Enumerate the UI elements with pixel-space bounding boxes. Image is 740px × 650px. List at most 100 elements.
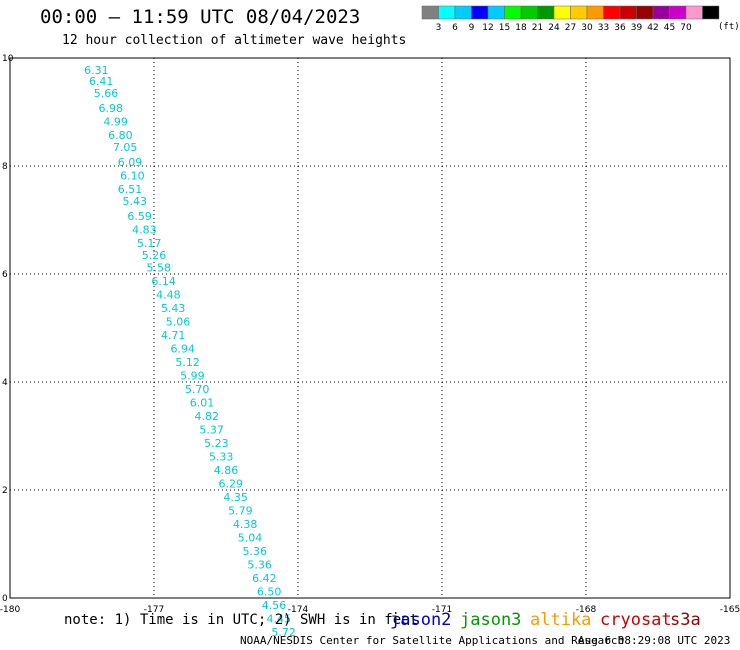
data-point-label: 6.41 [89,75,114,88]
legend-swatch [636,5,654,20]
legend-label: 70 [680,23,692,33]
legend-color-bar: 3 6 9 12 15 18 21 24 27 30 33 36 39 42 45 70 [421,5,720,33]
legend-swatch [421,5,439,20]
satellite-altika: altika [530,610,592,630]
data-point-label: 6.51 [118,183,143,196]
data-point-label: 6.01 [190,396,215,409]
legend-swatch [553,5,571,20]
data-point-label: 7.05 [113,141,138,154]
data-point-label: 6.50 [257,585,282,598]
data-point-label: 4.82 [195,410,220,423]
satellite-jason2: jason2 [390,610,452,630]
legend-swatch [702,5,720,20]
x-tick-label: -174 [288,605,309,615]
legend-swatch [603,5,621,20]
data-point-label: 5.66 [94,87,119,100]
legend-label: 9 [469,23,475,33]
data-point-label: 4.99 [103,116,128,129]
data-point-label: 6.29 [219,477,244,490]
x-tick-label: -177 [144,605,164,615]
legend-label: 6 [452,23,458,33]
chart-frame [9,57,731,599]
chart-title: 00:00 – 11:59 UTC 08/04/2023 [40,6,361,28]
data-point-label: 6.59 [127,210,152,223]
data-point-label: 5.06 [166,315,191,328]
legend-unit: (ft) [718,22,740,32]
chart-subtitle: 12 hour collection of altimeter wave hei… [62,33,407,48]
legend-swatch [570,5,588,20]
data-point-label: 6.09 [118,156,143,169]
data-point-label: 6.80 [108,129,133,142]
data-point-label: 4.35 [223,491,248,504]
legend-swatch [652,5,670,20]
legend-swatch [586,5,604,20]
footer-credit: NOAA/NESDIS Center for Satellite Applica… [240,634,625,647]
data-point-label: 4.45 [267,612,292,625]
x-tick-label: -165 [720,605,740,615]
satellite-s3a: s3a [670,610,701,630]
x-tick-label: -171 [432,605,452,615]
y-tick-label: 4 [2,378,8,388]
legend-label: 36 [614,23,626,33]
satellite-jason3: jason3 [460,610,522,630]
data-point-label: 5.43 [161,302,186,315]
data-point-label: 4.71 [161,329,186,342]
legend-label: 39 [631,23,643,33]
data-point-label: 6.10 [120,170,145,183]
legend-swatch [537,5,555,20]
legend-label: 18 [515,23,527,33]
y-tick-label: 0 [2,594,8,604]
x-tick-label: -180 [0,605,20,615]
data-point-label: 5.33 [209,450,234,463]
legend-swatch [619,5,637,20]
legend-swatch [438,5,456,20]
data-point-label: 5.36 [247,558,272,571]
legend-swatch [504,5,522,20]
data-point-label: 5.37 [199,423,224,436]
legend-label: 21 [532,23,543,33]
legend-label: 3 [436,23,442,33]
y-tick-label: 8 [2,162,8,172]
data-point-label: 5.79 [228,504,253,517]
satellite-cryosat: cryosat [600,610,672,630]
data-point-label: 6.14 [151,275,176,288]
legend-label: 12 [482,23,493,33]
legend-label: 24 [548,23,560,33]
data-point-label: 5.04 [238,531,263,544]
footer-note: note: 1) Time is in UTC; 2) SWH is in fe… [64,612,419,628]
legend-label: 30 [581,23,593,33]
y-tick-label: 6 [2,270,8,280]
plot-border [9,57,731,599]
y-tick-label: 2 [2,486,8,496]
data-point-label: 4.56 [262,599,287,612]
legend-swatch [520,5,538,20]
legend-label: 33 [598,23,609,33]
data-point-label: 4.83 [132,224,157,237]
data-point-label: 5.58 [147,261,172,274]
data-point-label: 6.31 [84,64,109,77]
chart-marks: 6.316.415.66 6.984.996.807.05 6.096.106.51… [84,64,296,639]
data-point-label: 5.70 [185,383,210,396]
legend-swatch [471,5,489,20]
legend-label: 42 [647,23,658,33]
data-point-label: 4.48 [156,288,181,301]
data-point-label: 4.86 [214,464,239,477]
data-point-label: 5.99 [180,369,205,382]
data-point-label: 5.17 [137,237,162,250]
y-tick-label: 10 [2,54,14,64]
data-point-label: 5.36 [243,545,268,558]
data-point-label: 5.43 [123,195,148,208]
legend-label: 27 [565,23,576,33]
legend-label: 45 [664,23,675,33]
data-point-label: 4.38 [233,518,258,531]
legend-swatch [454,5,472,20]
data-point-label: 5.12 [175,356,200,369]
legend-label: 15 [499,23,510,33]
data-point-label: 6.42 [252,572,277,585]
data-point-label: 5.72 [271,626,296,639]
data-point-label: 5.23 [204,437,229,450]
footer-timestamp: Aug 6 08:29:08 UTC 2023 [578,634,731,647]
legend-swatch [669,5,687,20]
legend-swatch [487,5,505,20]
